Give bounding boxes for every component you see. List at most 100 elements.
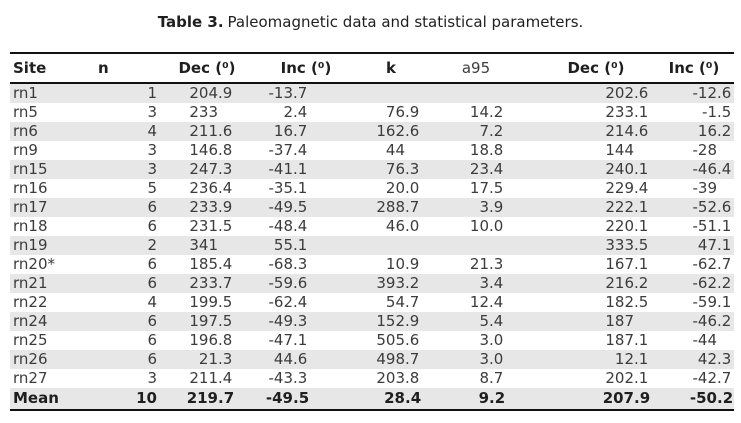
cell-inc1: 44.6 <box>273 350 308 368</box>
cell-dec1: 197.5 <box>189 312 233 330</box>
cell-dec1: 199.5 <box>189 293 233 311</box>
cell-dec2: 12.1 <box>614 350 649 368</box>
cell-inc1: 2.4 <box>283 103 308 121</box>
cell-dec2: 187 <box>605 312 634 330</box>
table-row: rn19 2 341 55.1 333.5 47.1 <box>10 236 734 255</box>
table-row: Mean 10 219.7 -49.5 28.4 9.2 207.9 -50.2 <box>10 388 734 410</box>
cell-dec1: 341 <box>189 236 218 254</box>
cell-site: rn21 <box>13 274 48 292</box>
cell-dec2: 167.1 <box>605 255 649 273</box>
cell-a95: 17.5 <box>469 179 504 197</box>
table-row: rn1 1 204.9 -13.7 202.6 -12.6 <box>10 83 734 103</box>
cell-inc2: -46.4 <box>692 160 732 178</box>
cell-dec2: 233.1 <box>605 103 649 121</box>
cell-inc1: -49.3 <box>268 312 308 330</box>
cell-n: 6 <box>147 331 157 349</box>
cell-n: 2 <box>147 236 157 254</box>
cell-n: 6 <box>147 312 157 330</box>
cell-inc2: -62.7 <box>692 255 732 273</box>
cell-inc2: -62.2 <box>692 274 732 292</box>
cell-site: Mean <box>13 389 59 407</box>
cell-n: 3 <box>147 160 157 178</box>
cell-a95: 21.3 <box>469 255 504 273</box>
cell-dec2: 220.1 <box>605 217 649 235</box>
col-header-a95: a95 <box>426 53 508 84</box>
cell-n: 10 <box>136 389 157 407</box>
cell-inc1: -35.1 <box>268 179 308 197</box>
table-row: rn15 3 247.3 -41.1 76.3 23.4 240.1 -46.4 <box>10 160 734 179</box>
cell-site: rn26 <box>13 350 48 368</box>
table-row: rn25 6 196.8 -47.1 505.6 3.0 187.1 -44 <box>10 331 734 350</box>
cell-inc1: -68.3 <box>268 255 308 273</box>
cell-a95: 3.0 <box>479 331 504 349</box>
cell-dec2: 202.6 <box>605 84 649 102</box>
cell-k: 152.9 <box>376 312 420 330</box>
cell-a95: 18.8 <box>469 141 504 159</box>
cell-site: rn25 <box>13 331 48 349</box>
cell-dec1: 196.8 <box>189 331 233 349</box>
cell-site: rn22 <box>13 293 48 311</box>
cell-n: 6 <box>147 274 157 292</box>
cell-a95: 23.4 <box>469 160 504 178</box>
table-caption: Table 3. Paleomagnetic data and statistic… <box>0 13 741 32</box>
cell-dec1: 236.4 <box>189 179 233 197</box>
cell-dec2: 182.5 <box>605 293 649 311</box>
cell-k: 498.7 <box>376 350 420 368</box>
cell-n: 3 <box>147 141 157 159</box>
col-header-k: k <box>338 53 426 84</box>
table-body: rn1 1 204.9 -13.7 202.6 -12.6 rn5 3 233 2.4 76.9 14… <box>10 83 734 410</box>
cell-inc1: -59.6 <box>268 274 308 292</box>
cell-dec2: 216.2 <box>605 274 649 292</box>
cell-site: rn20* <box>13 255 55 273</box>
cell-n: 3 <box>147 369 157 387</box>
cell-a95 <box>426 83 508 103</box>
cell-dec1: 146.8 <box>189 141 233 159</box>
cell-dec1: 211.6 <box>189 122 233 140</box>
cell-site: rn1 <box>13 84 38 102</box>
cell-inc2: 47.1 <box>697 236 732 254</box>
cell-inc1: -62.4 <box>268 293 308 311</box>
table-row: rn6 4 211.6 16.7 162.6 7.2 214.6 16.2 <box>10 122 734 141</box>
table-row: rn27 3 211.4 -43.3 203.8 8.7 202.1 -42.7 <box>10 369 734 388</box>
cell-inc1: -49.5 <box>268 198 308 216</box>
cell-inc1: -13.7 <box>268 84 308 102</box>
cell-n: 4 <box>147 293 157 311</box>
cell-a95: 3.0 <box>479 350 504 368</box>
cell-inc1: -48.4 <box>268 217 308 235</box>
cell-n: 6 <box>147 198 157 216</box>
table-row: rn20* 6 185.4 -68.3 10.9 21.3 167.1 -62.7 <box>10 255 734 274</box>
table-row: rn17 6 233.9 -49.5 288.7 3.9 222.1 -52.6 <box>10 198 734 217</box>
table-row: rn16 5 236.4 -35.1 20.0 17.5 229.4 -39 <box>10 179 734 198</box>
cell-k: 28.4 <box>384 389 422 407</box>
cell-n: 5 <box>147 179 157 197</box>
table-caption-text: Paleomagnetic data and statistical param… <box>227 13 584 31</box>
cell-n: 6 <box>147 255 157 273</box>
table-row: rn26 6 21.3 44.6 498.7 3.0 12.1 42.3 <box>10 350 734 369</box>
cell-k: 288.7 <box>376 198 420 216</box>
cell-a95: 3.4 <box>479 274 504 292</box>
cell-dec1: 233.7 <box>189 274 233 292</box>
cell-n: 6 <box>147 217 157 235</box>
table-row: rn18 6 231.5 -48.4 46.0 10.0 220.1 -51.1 <box>10 217 734 236</box>
cell-inc2: -44 <box>692 331 718 349</box>
cell-inc2: -52.6 <box>692 198 732 216</box>
table-row: rn22 4 199.5 -62.4 54.7 12.4 182.5 -59.1 <box>10 293 734 312</box>
paper-table-page: Table 3. Paleomagnetic data and statistic… <box>0 13 741 411</box>
cell-inc2: -42.7 <box>692 369 732 387</box>
cell-site: rn5 <box>13 103 38 121</box>
table-row: rn5 3 233 2.4 76.9 14.2 233.1 -1.5 <box>10 103 734 122</box>
cell-site: rn9 <box>13 141 38 159</box>
cell-a95 <box>426 236 508 255</box>
cell-site: rn15 <box>13 160 48 178</box>
cell-k: 203.8 <box>376 369 420 387</box>
cell-a95: 3.9 <box>479 198 504 216</box>
cell-dec2: 333.5 <box>605 236 649 254</box>
cell-inc2: 16.2 <box>697 122 732 140</box>
table-row: rn9 3 146.8 -37.4 44 18.8 144 -28 <box>10 141 734 160</box>
cell-dec1: 247.3 <box>189 160 233 178</box>
table-row: rn21 6 233.7 -59.6 393.2 3.4 216.2 -62.2 <box>10 274 734 293</box>
cell-inc1: -49.5 <box>265 389 310 407</box>
cell-site: rn19 <box>13 236 48 254</box>
cell-a95: 12.4 <box>469 293 504 311</box>
cell-site: rn18 <box>13 217 48 235</box>
